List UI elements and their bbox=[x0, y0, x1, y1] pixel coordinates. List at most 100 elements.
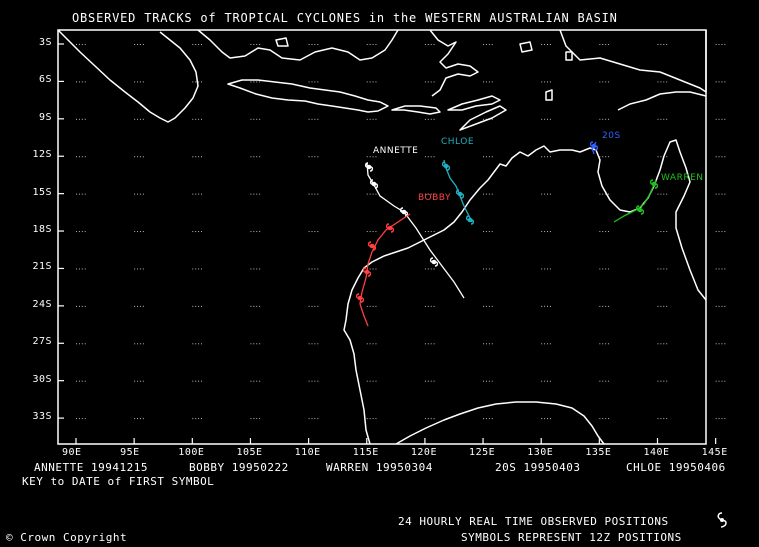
grid-dot bbox=[433, 380, 435, 382]
grid-dot bbox=[718, 380, 720, 382]
grid-dot bbox=[201, 44, 202, 45]
grid-dot bbox=[192, 193, 194, 195]
grid-dot bbox=[718, 343, 720, 345]
grid-dot bbox=[76, 118, 77, 120]
lat-label: 3S bbox=[38, 37, 52, 48]
coast-islet-2 bbox=[519, 41, 533, 53]
grid-dot bbox=[195, 156, 197, 158]
grid-dot bbox=[724, 231, 726, 233]
grid-dot bbox=[195, 118, 197, 120]
lon-label: 120E bbox=[410, 447, 437, 458]
grid-dot bbox=[314, 380, 316, 382]
label-chloe: CHLOE bbox=[441, 137, 475, 147]
grid-dot bbox=[137, 305, 139, 307]
grid-dot bbox=[366, 418, 368, 420]
grid-dot bbox=[134, 268, 136, 270]
grid-dot bbox=[317, 193, 319, 195]
grid-dot bbox=[78, 268, 80, 270]
grid-dot bbox=[483, 343, 485, 345]
grid-dot bbox=[602, 118, 604, 120]
grid-dot bbox=[253, 81, 255, 83]
grid-dot bbox=[134, 44, 136, 45]
grid-dot bbox=[666, 305, 668, 307]
lon-label: 125E bbox=[469, 447, 496, 458]
grid-dot bbox=[195, 193, 197, 195]
grid-dot bbox=[142, 118, 144, 120]
lat-label: 9S bbox=[38, 111, 52, 123]
grid-dot bbox=[84, 418, 86, 420]
grid-dot bbox=[599, 231, 601, 233]
grid-dot bbox=[483, 44, 485, 45]
grid-dot bbox=[253, 231, 255, 233]
grid-dot bbox=[666, 81, 668, 83]
grid-dot bbox=[605, 305, 607, 307]
grid-dot bbox=[605, 268, 607, 270]
grid-dot bbox=[142, 81, 144, 83]
grid-dot bbox=[314, 81, 316, 83]
grid-dot bbox=[78, 193, 80, 195]
grid-dot bbox=[84, 44, 86, 45]
grid-dot bbox=[488, 81, 490, 83]
grid-dot bbox=[81, 44, 83, 45]
lon-label: 115E bbox=[352, 447, 379, 458]
grid-dot bbox=[201, 380, 202, 382]
grid-dot bbox=[311, 418, 313, 420]
grid-dot bbox=[483, 118, 485, 120]
grid-dot bbox=[488, 305, 490, 307]
grid-dot bbox=[547, 380, 548, 382]
grid-dot bbox=[660, 305, 662, 307]
grid-dot bbox=[76, 44, 77, 45]
grid-dot bbox=[81, 418, 83, 420]
lat-label: 12S bbox=[32, 149, 52, 161]
grid-dot bbox=[81, 193, 83, 195]
grid-dot bbox=[666, 231, 668, 233]
grid-dot bbox=[430, 193, 432, 195]
grid-dot bbox=[311, 305, 313, 307]
grid-dot bbox=[724, 118, 726, 120]
grid-dot bbox=[369, 305, 371, 307]
grid-dot bbox=[76, 156, 77, 158]
grid-dot bbox=[311, 231, 313, 233]
legend-20s: 20S 19950403 bbox=[495, 461, 581, 474]
grid-dot bbox=[142, 268, 144, 270]
track-warren bbox=[613, 179, 657, 223]
grid-dot bbox=[81, 305, 83, 307]
grid-dot bbox=[317, 343, 319, 345]
grid-dot bbox=[549, 305, 551, 307]
grid-dot bbox=[657, 193, 659, 195]
grid-dot bbox=[250, 156, 252, 158]
grid-dot bbox=[369, 156, 371, 158]
grid-dot bbox=[544, 156, 546, 158]
grid-dot bbox=[253, 156, 255, 158]
grid-dot bbox=[81, 118, 83, 120]
grid-dot bbox=[608, 156, 610, 158]
grid-dot bbox=[605, 81, 607, 83]
cyclone-symbol-chloe bbox=[441, 161, 451, 171]
grid-dot bbox=[715, 118, 717, 120]
grid-dot bbox=[605, 343, 607, 345]
grid-dot bbox=[317, 380, 319, 382]
grid-dot bbox=[201, 418, 202, 420]
grid-dot bbox=[308, 380, 310, 382]
grid-dot bbox=[427, 380, 429, 382]
grid-dot bbox=[253, 343, 255, 345]
grid-dot bbox=[137, 268, 139, 270]
grid-dot bbox=[488, 268, 490, 270]
grid-dot bbox=[314, 418, 316, 420]
grid-dot bbox=[549, 380, 551, 382]
legend-key-note: KEY to DATE of FIRST SYMBOL bbox=[22, 475, 215, 488]
track-chloe bbox=[443, 159, 473, 223]
grid-dot bbox=[491, 231, 493, 233]
grid-dot bbox=[256, 343, 258, 345]
grid-dot bbox=[78, 305, 80, 307]
grid-dot bbox=[142, 305, 144, 307]
grid-dot bbox=[375, 193, 377, 195]
grid-dot bbox=[78, 231, 80, 233]
grid-dot bbox=[602, 231, 604, 233]
legend-warren: WARREN 19950304 bbox=[326, 461, 433, 474]
grid-dot bbox=[485, 305, 487, 307]
grid-dot bbox=[549, 118, 551, 120]
grid-dot bbox=[314, 156, 316, 158]
grid-dot bbox=[427, 44, 429, 45]
grid-dot bbox=[137, 156, 139, 158]
